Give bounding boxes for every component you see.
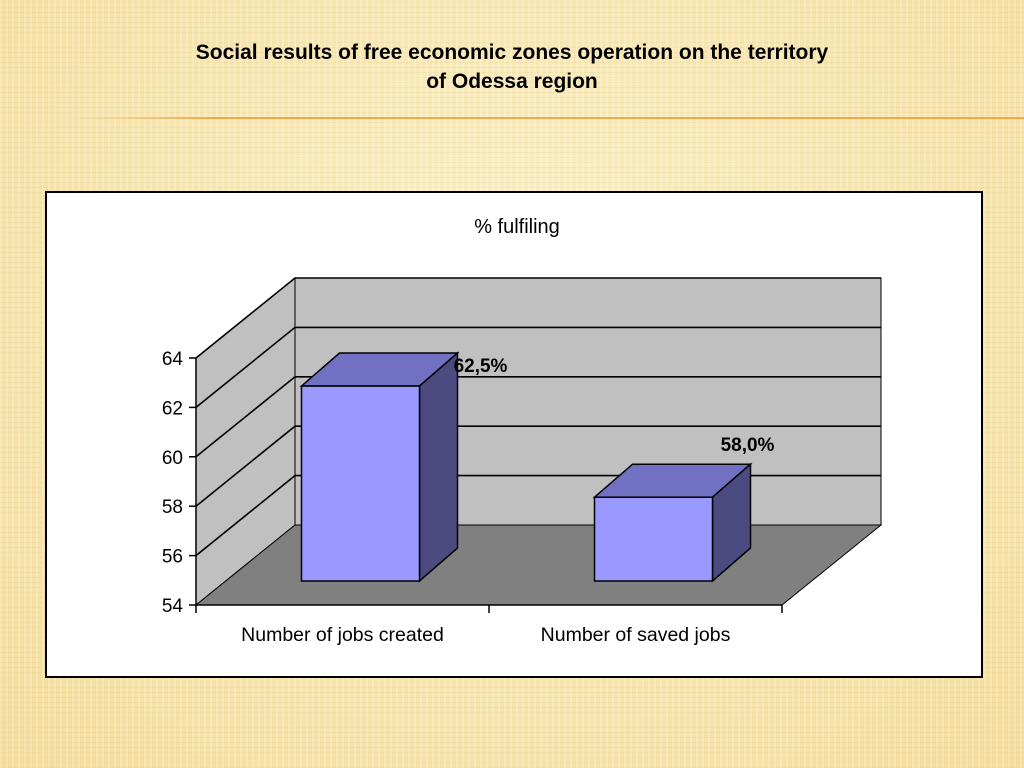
slide-title: Social results of free economic zones op…: [100, 38, 924, 96]
bar-chart: % fulfiling 54 56 58 60 62 64 62,5% Number of …: [162, 216, 883, 646]
gridline: [195, 326, 881, 409]
chart-axes: 54 56 58 60 62 64: [162, 349, 783, 617]
y-tick-label: 60: [162, 448, 183, 469]
y-tick-label: 56: [162, 547, 183, 568]
chart-bars: [299, 351, 753, 583]
gridline: [195, 376, 881, 458]
chart-floor: [194, 524, 883, 606]
gridline: [195, 425, 881, 507]
bar-front-face: [593, 496, 714, 582]
y-tick-label: 62: [162, 398, 183, 419]
y-tick-label: 64: [162, 349, 184, 370]
bar-side-face: [418, 351, 459, 583]
y-tick-label: 58: [162, 497, 183, 518]
bar-front-face: [300, 385, 421, 582]
category-label: Number of jobs created: [241, 624, 444, 646]
chart-title: % fulfiling: [474, 216, 560, 238]
slide-title-line-1: Social results of free economic zones op…: [195, 41, 829, 64]
gridline: [195, 277, 881, 359]
category-label: Number of saved jobs: [541, 624, 731, 646]
y-tick-label: 54: [162, 596, 184, 617]
chart-labels: 62,5% Number of jobs created 58,0% Number o…: [241, 356, 774, 646]
slide-title-line-2: of Odessa region: [426, 70, 598, 93]
data-label: 62,5%: [454, 356, 508, 377]
data-label: 58,0%: [721, 435, 775, 456]
title-divider: [70, 117, 1024, 119]
